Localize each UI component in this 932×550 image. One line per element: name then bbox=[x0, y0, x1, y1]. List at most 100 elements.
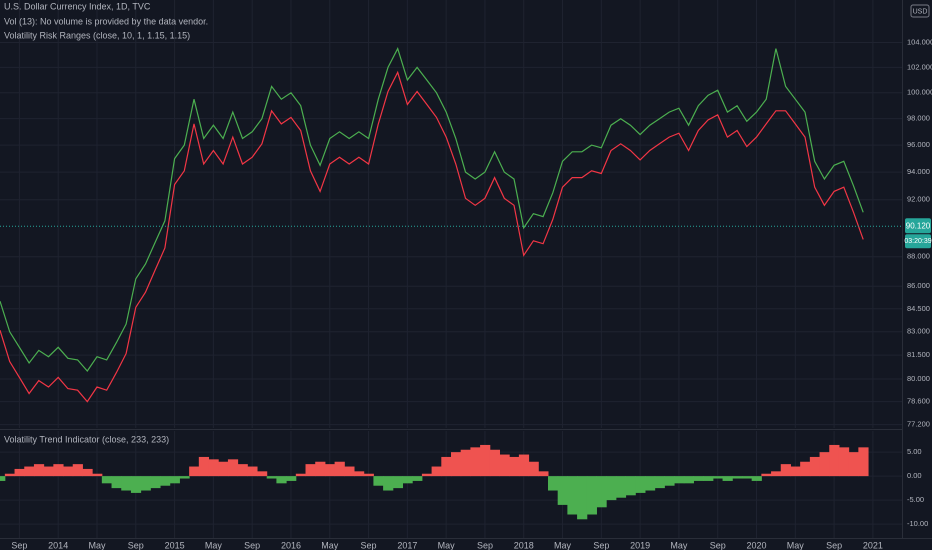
column bbox=[441, 456, 452, 477]
column bbox=[635, 476, 646, 493]
column bbox=[722, 476, 733, 481]
y-tick-label: 98.000 bbox=[907, 114, 930, 123]
column bbox=[295, 473, 307, 477]
y-tick-label: 77.200 bbox=[907, 420, 930, 429]
column bbox=[208, 459, 219, 477]
x-tick-label: 2018 bbox=[514, 540, 534, 550]
y-tick-label: 94.000 bbox=[907, 167, 930, 176]
column bbox=[664, 476, 675, 486]
column bbox=[761, 473, 772, 477]
column bbox=[538, 471, 549, 477]
column bbox=[674, 476, 685, 484]
column bbox=[596, 476, 607, 508]
column bbox=[324, 464, 336, 477]
column bbox=[451, 452, 462, 477]
column bbox=[683, 476, 694, 484]
column bbox=[858, 447, 869, 477]
column bbox=[247, 466, 258, 477]
x-tick-label: May bbox=[205, 540, 223, 550]
column bbox=[557, 476, 568, 505]
column bbox=[606, 476, 617, 501]
column bbox=[14, 468, 25, 477]
column bbox=[741, 476, 753, 479]
x-tick-label: Sep bbox=[128, 540, 144, 550]
x-tick-label: 2014 bbox=[48, 540, 68, 550]
x-tick-label: Sep bbox=[361, 540, 377, 550]
chart-title: U.S. Dollar Currency Index, 1D, TVC bbox=[4, 1, 151, 11]
y-tick-label: 86.000 bbox=[907, 281, 930, 290]
countdown-box bbox=[905, 234, 931, 249]
column bbox=[402, 476, 413, 484]
column bbox=[800, 461, 811, 477]
x-tick-label: 2021 bbox=[863, 540, 883, 550]
column bbox=[354, 471, 365, 477]
column bbox=[276, 476, 287, 484]
column bbox=[615, 476, 627, 498]
volume-note: Vol (13): No volume is provided by the d… bbox=[4, 16, 208, 26]
y-tick-label: 84.500 bbox=[907, 304, 930, 313]
column bbox=[334, 461, 345, 477]
y-tick-label: 80.000 bbox=[907, 374, 930, 383]
x-tick-label: 2020 bbox=[747, 540, 767, 550]
y-tick-label: 104.000 bbox=[907, 37, 932, 46]
column bbox=[305, 464, 316, 477]
x-tick-label: Sep bbox=[244, 540, 260, 550]
currency-label[interactable]: USD bbox=[913, 8, 928, 15]
column bbox=[363, 473, 374, 477]
column bbox=[703, 476, 714, 481]
column bbox=[518, 454, 530, 477]
column bbox=[72, 464, 83, 477]
y-tick-label: -10.00 bbox=[907, 519, 928, 528]
column bbox=[198, 456, 210, 477]
column bbox=[0, 476, 6, 481]
x-tick-label: May bbox=[554, 540, 572, 550]
column bbox=[489, 449, 500, 477]
column bbox=[577, 476, 588, 520]
column bbox=[24, 466, 35, 477]
x-tick-label: May bbox=[321, 540, 339, 550]
column bbox=[130, 476, 142, 493]
column bbox=[586, 476, 597, 515]
x-tick-label: 2016 bbox=[281, 540, 301, 550]
y-tick-label: 0.00 bbox=[907, 471, 922, 480]
column bbox=[101, 476, 113, 484]
series-line bbox=[0, 70, 864, 403]
marks bbox=[0, 47, 902, 520]
column bbox=[82, 468, 93, 477]
column bbox=[412, 476, 423, 481]
column bbox=[790, 466, 801, 477]
column bbox=[315, 461, 326, 477]
last-price-label: 90.120 bbox=[906, 221, 931, 230]
column bbox=[53, 464, 64, 477]
labels: U.S. Dollar Currency Index, 1D, TVC Vol … bbox=[4, 1, 932, 550]
x-tick-label: May bbox=[438, 540, 456, 550]
y-tick-label: 96.000 bbox=[907, 140, 930, 149]
column bbox=[848, 452, 859, 477]
column bbox=[751, 476, 762, 481]
y-tick-label: 92.000 bbox=[907, 195, 930, 204]
y-tick-label: 81.500 bbox=[907, 350, 930, 359]
column bbox=[470, 447, 481, 477]
column bbox=[169, 476, 180, 484]
column bbox=[286, 476, 297, 481]
column bbox=[780, 464, 791, 477]
column bbox=[528, 461, 539, 477]
y-tick-label: 78.600 bbox=[907, 397, 930, 406]
column bbox=[460, 449, 471, 477]
column bbox=[237, 464, 248, 477]
column bbox=[771, 471, 782, 477]
y-tick-label: 102.000 bbox=[907, 62, 932, 71]
column bbox=[63, 466, 74, 477]
x-tick-label: 2019 bbox=[630, 540, 650, 550]
y-tick-label: 5.00 bbox=[907, 447, 922, 456]
column bbox=[92, 473, 103, 477]
y-tick-label: -5.00 bbox=[907, 495, 924, 504]
column bbox=[140, 476, 151, 491]
column bbox=[838, 447, 850, 477]
column bbox=[121, 476, 132, 491]
series-line bbox=[0, 47, 864, 372]
column bbox=[693, 476, 704, 481]
x-tick-label: Sep bbox=[826, 540, 842, 550]
currency-button[interactable] bbox=[910, 4, 930, 18]
